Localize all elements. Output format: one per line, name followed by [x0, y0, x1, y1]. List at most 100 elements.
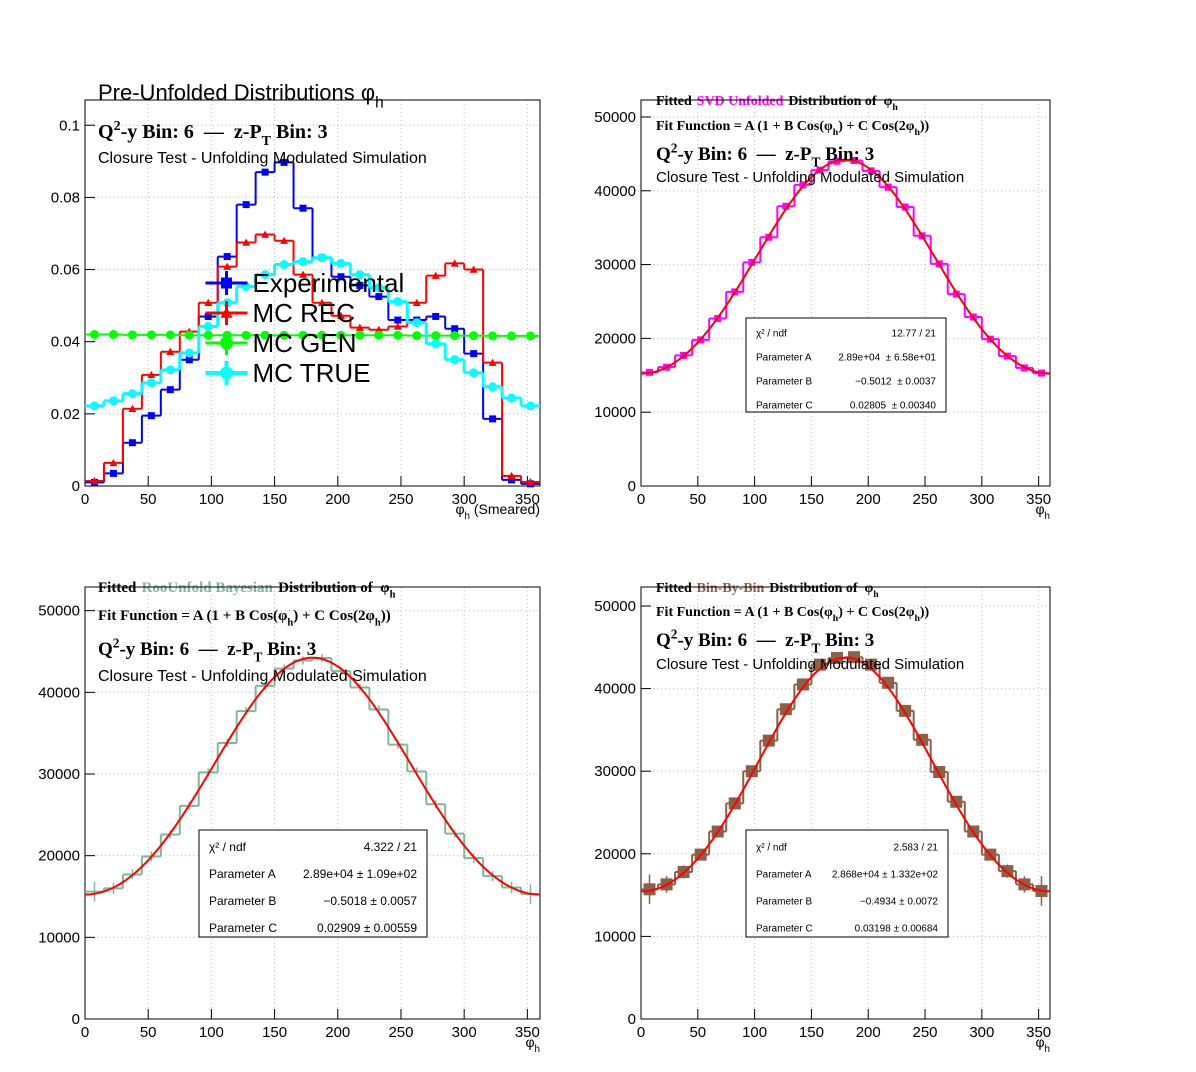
- marker: [184, 348, 194, 358]
- marker: [431, 339, 441, 349]
- legend-marker: [220, 307, 233, 318]
- fit-function: Fit Function = A (1 + B Cos(φh) + C Cos(…: [656, 119, 930, 138]
- bin-label-part: 2: [671, 140, 678, 155]
- x-tick-label: 300: [969, 491, 994, 508]
- marker: [203, 330, 213, 340]
- y-tick-label: 0.04: [51, 334, 80, 351]
- marker: [882, 676, 895, 689]
- marker: [469, 368, 479, 378]
- y-tick-label: 0.1: [59, 117, 80, 134]
- marker: [317, 330, 327, 340]
- marker: [412, 331, 422, 341]
- x-tick-label: 50: [689, 1024, 706, 1041]
- marker: [90, 476, 99, 485]
- marker: [280, 158, 288, 166]
- marker: [375, 293, 383, 301]
- chart-title-part: Fitted: [656, 94, 692, 109]
- x-tick-label: 0: [81, 491, 89, 508]
- y-tick-label: 20000: [38, 848, 80, 865]
- marker: [356, 281, 364, 289]
- legend-label: MC GEN: [253, 328, 357, 358]
- subtitle: Closure Test - Unfolding Modulated Simul…: [656, 169, 964, 186]
- marker: [901, 203, 909, 211]
- marker: [204, 298, 213, 306]
- marker: [109, 458, 118, 467]
- marker: [526, 478, 535, 486]
- marker: [643, 883, 656, 896]
- marker: [242, 201, 250, 209]
- stats-name: Parameter C: [756, 924, 813, 935]
- fit-function-part: ) + C Cos(2φ: [838, 605, 914, 620]
- marker: [393, 297, 403, 307]
- x-tick-label: 250: [388, 1024, 413, 1041]
- marker: [279, 260, 289, 270]
- x-tick-label: 250: [913, 491, 938, 508]
- bin-label-part: 2: [671, 626, 678, 641]
- x-axis-label-part: φ: [1035, 1034, 1044, 1050]
- marker: [393, 322, 402, 330]
- marker: [355, 330, 365, 340]
- x-axis-label-part: φ: [455, 501, 464, 517]
- x-tick-label: 100: [742, 491, 767, 508]
- y-tick-label: 40000: [38, 684, 80, 701]
- x-tick-label: 150: [799, 491, 824, 508]
- y-tick-label: 10000: [594, 928, 636, 945]
- stats-name: χ² / ndf: [209, 840, 247, 854]
- stats-name: Parameter B: [209, 894, 276, 908]
- y-tick-label: 0: [628, 1011, 636, 1028]
- y-tick-label: 0: [72, 478, 80, 495]
- marker: [432, 312, 440, 320]
- bin-label-part: -y Bin: 6 — z-P: [677, 630, 811, 651]
- subtitle: Closure Test - Unfolding Modulated Simul…: [98, 668, 427, 685]
- legend-label: Experimental: [253, 268, 405, 298]
- stats-value: 0.02909 ± 0.00559: [317, 921, 417, 935]
- marker: [184, 330, 194, 340]
- marker: [394, 316, 402, 324]
- x-tick-label: 0: [637, 491, 645, 508]
- fit-function-part: h: [375, 617, 381, 628]
- marker: [109, 469, 117, 477]
- fit-function: Fit Function = A (1 + B Cos(φh) + C Cos(…: [656, 605, 930, 624]
- bin-label-part: T: [253, 650, 262, 665]
- x-axis-label: φh: [525, 1034, 540, 1055]
- marker: [165, 330, 175, 340]
- x-tick-label: 250: [913, 1024, 938, 1041]
- x-axis-label-part: h: [465, 511, 470, 522]
- legend-marker: [220, 336, 233, 350]
- y-tick-label: 0: [628, 478, 636, 495]
- marker: [489, 415, 497, 423]
- x-tick-label: 350: [1026, 1024, 1051, 1041]
- legend-label: MC REC: [253, 298, 356, 328]
- x-tick-label: 350: [1026, 491, 1051, 508]
- stats-value: 12.77 / 21: [892, 329, 937, 340]
- stats-value: 0.02805 ± 0.00340: [850, 401, 937, 412]
- marker: [488, 358, 497, 366]
- stats-value: 2.89e+04 ± 1.09e+02: [303, 867, 417, 881]
- marker: [280, 236, 289, 244]
- marker: [336, 330, 346, 340]
- marker: [298, 330, 308, 340]
- marker: [451, 325, 459, 333]
- y-tick-label: 50000: [594, 598, 636, 615]
- marker: [507, 471, 516, 480]
- x-tick-label: 50: [689, 491, 706, 508]
- x-axis-label: φh (Smeared): [455, 501, 540, 522]
- fit-curve: [640, 656, 1051, 893]
- y-tick-label: 10000: [38, 929, 80, 946]
- marker: [865, 658, 878, 671]
- stats-name: Parameter B: [756, 377, 812, 388]
- stats-name: Parameter A: [756, 353, 812, 364]
- x-tick-label: 300: [452, 1024, 477, 1041]
- chart-title: Fitted SVD Unfolded Distribution of φh: [656, 94, 898, 113]
- x-tick-label: 200: [325, 1024, 350, 1041]
- bin-label: Q2-y Bin: 6 — z-PT Bin: 3: [656, 626, 874, 655]
- x-tick-label: 200: [325, 491, 350, 508]
- x-axis-label-part: h: [1045, 1044, 1050, 1055]
- x-tick-label: 100: [742, 1024, 767, 1041]
- stats-value: −0.4934 ± 0.0072: [860, 897, 938, 908]
- bin-label-part: -y Bin: 6 — z-P: [121, 121, 262, 143]
- y-tick-label: 20000: [594, 846, 636, 863]
- x-tick-label: 200: [856, 491, 881, 508]
- marker: [431, 331, 441, 341]
